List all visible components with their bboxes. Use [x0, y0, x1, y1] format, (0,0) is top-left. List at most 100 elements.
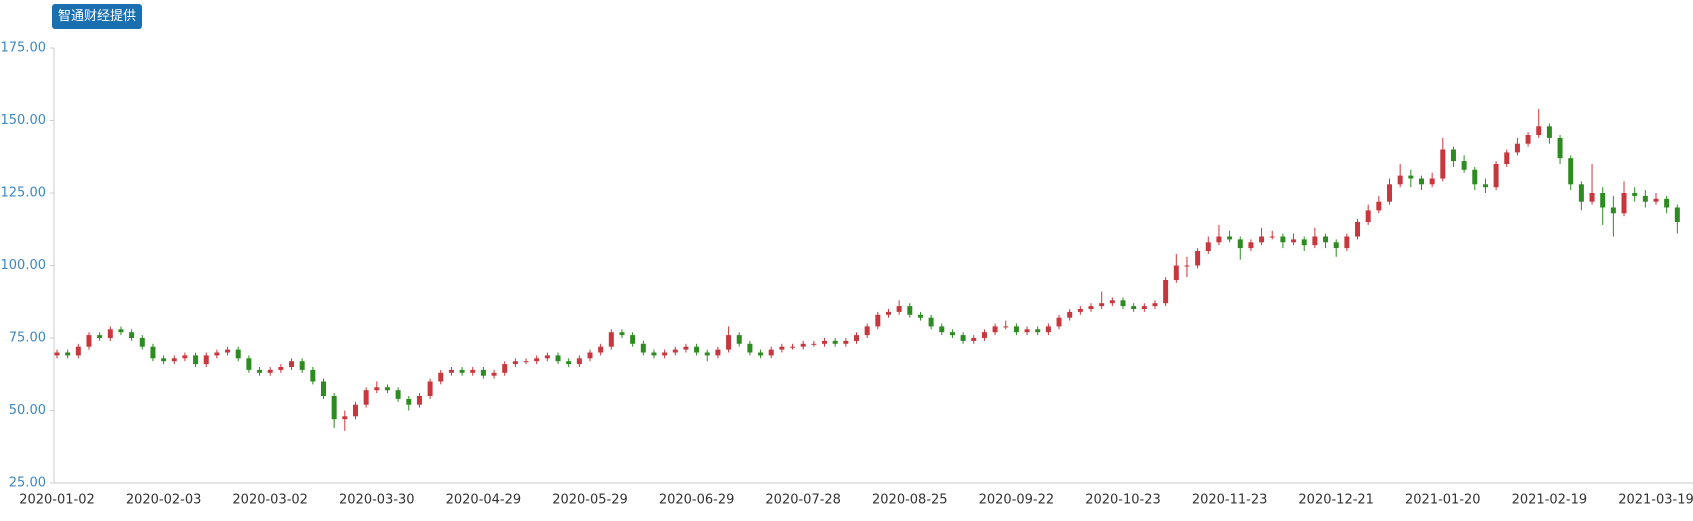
candle-body	[971, 338, 977, 341]
candle-body	[917, 314, 923, 318]
x-tick-label: 2020-05-29	[552, 493, 628, 508]
y-tick-label: 75.00	[9, 331, 46, 346]
candle-body	[747, 343, 753, 353]
candle-body	[1131, 306, 1137, 309]
candle-body	[1109, 300, 1115, 304]
candle-body	[182, 355, 188, 359]
x-tick-label: 2020-09-22	[979, 493, 1055, 508]
candle-body	[1536, 126, 1542, 135]
candle-body	[694, 346, 700, 353]
candle-body	[1301, 239, 1307, 246]
candle-body	[619, 332, 625, 336]
candle-body	[534, 358, 540, 362]
candle-body	[1216, 236, 1222, 243]
candle-body	[811, 343, 817, 345]
candle-body	[363, 390, 369, 405]
candle-body	[1418, 178, 1424, 185]
candle-body	[672, 349, 678, 353]
candle-body	[1120, 300, 1126, 307]
candle-body	[1493, 164, 1499, 188]
candle-body	[512, 361, 518, 365]
candle-body	[406, 398, 412, 405]
x-tick-label: 2020-03-02	[232, 493, 308, 508]
candle-body	[342, 416, 348, 420]
candle-body	[1664, 198, 1670, 208]
candle-body	[832, 340, 838, 344]
x-tick-label: 2020-11-23	[1192, 493, 1268, 508]
candle-body	[1227, 236, 1233, 240]
candle-body	[758, 352, 764, 356]
candle-body	[779, 346, 785, 350]
candle-body	[822, 340, 828, 344]
x-tick-label: 2020-06-29	[659, 493, 735, 508]
y-tick-label: 100.00	[1, 258, 47, 273]
y-tick-label: 175.00	[1, 41, 47, 56]
candle-body	[129, 332, 135, 338]
candle-body	[1514, 143, 1520, 153]
candle-body	[715, 349, 721, 356]
candle-body	[438, 372, 444, 382]
x-tick-label: 2020-04-29	[446, 493, 522, 508]
candle-body	[1440, 149, 1446, 179]
candle-body	[1195, 251, 1201, 266]
candle-body	[1184, 265, 1190, 267]
candle-body	[1312, 236, 1318, 246]
candle-body	[768, 349, 774, 356]
candle-body	[1525, 135, 1531, 144]
candle-body	[427, 381, 433, 396]
candle-body	[97, 335, 103, 338]
candle-body	[1621, 193, 1627, 214]
candle-body	[299, 361, 305, 370]
candle-body	[1674, 207, 1680, 222]
candle-body	[1600, 193, 1606, 208]
x-tick-label: 2021-03-19	[1618, 493, 1693, 508]
x-tick-label: 2020-12-21	[1298, 493, 1374, 508]
candle-body	[257, 369, 263, 373]
candle-body	[566, 361, 572, 365]
candle-body	[65, 352, 71, 356]
candle-body	[1248, 242, 1254, 249]
candle-body	[214, 352, 220, 356]
candle-body	[1610, 207, 1616, 214]
candle-body	[726, 335, 732, 350]
candle-body	[1387, 184, 1392, 202]
x-tick-label: 2020-01-02	[19, 493, 95, 508]
candle-body	[523, 361, 529, 363]
candle-body	[107, 329, 113, 338]
candle-body	[352, 404, 358, 417]
candle-body	[875, 314, 881, 327]
candle-body	[1291, 239, 1297, 243]
candle-body	[1024, 329, 1030, 333]
x-tick-label: 2020-08-25	[872, 493, 948, 508]
candle-body	[395, 390, 401, 399]
candle-body	[1557, 137, 1563, 159]
candle-body	[1653, 198, 1659, 202]
candle-body	[1088, 306, 1094, 309]
candle-body	[54, 352, 60, 356]
candle-body	[1333, 242, 1339, 249]
candle-body	[1642, 195, 1648, 202]
candle-body	[480, 369, 486, 376]
candle-body	[1344, 236, 1350, 249]
candle-body	[118, 329, 124, 333]
x-tick-label: 2020-02-03	[126, 493, 202, 508]
candle-body	[662, 352, 668, 356]
candle-body	[1408, 175, 1414, 179]
candle-body	[928, 317, 934, 327]
candle-body	[843, 340, 849, 344]
candle-body	[1365, 210, 1371, 222]
candle-body	[1504, 152, 1510, 164]
candle-body	[1099, 303, 1105, 307]
candle-body	[1280, 236, 1286, 243]
candle-body	[470, 369, 476, 373]
candle-body	[1269, 236, 1275, 238]
candle-body	[1589, 193, 1595, 202]
candle-body	[939, 326, 945, 333]
candle-body	[981, 332, 987, 338]
candle-body	[225, 349, 231, 353]
candle-body	[1035, 329, 1041, 333]
source-badge: 智通财经提供	[52, 4, 143, 29]
candle-body	[1323, 236, 1329, 243]
candle-body	[235, 349, 241, 359]
